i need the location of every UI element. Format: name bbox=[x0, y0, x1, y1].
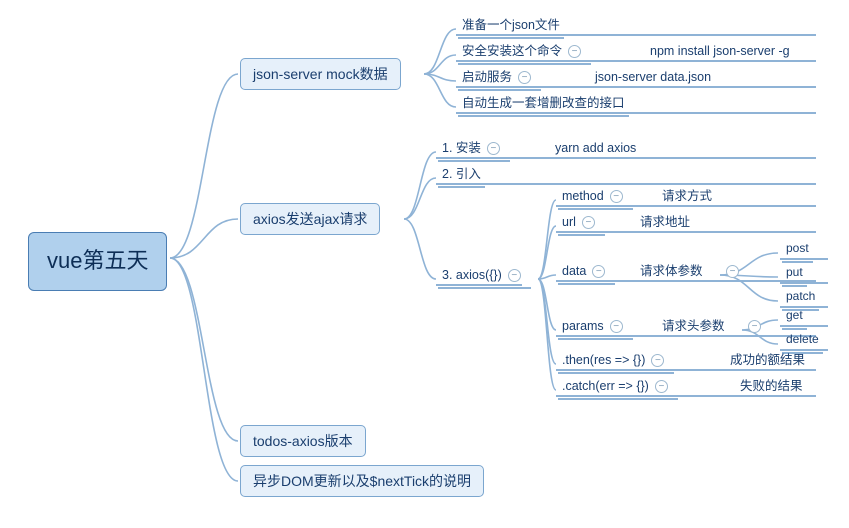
branch-todos: todos-axios版本 bbox=[240, 425, 366, 457]
axios-param: .then(res => {})−成功的额结果 bbox=[558, 350, 674, 374]
axios-param: .catch(err => {})−失败的结果 bbox=[558, 376, 678, 400]
axios-step-label: 1. 安装 bbox=[442, 141, 481, 155]
axios-param-desc: 请求头参数 bbox=[662, 318, 725, 334]
root-node: vue第五天 bbox=[28, 232, 167, 291]
json-sub: json-server data.json bbox=[595, 69, 711, 85]
axios-leaf: get bbox=[782, 306, 807, 330]
collapse-icon[interactable]: − bbox=[651, 354, 664, 367]
axios-param-key: method bbox=[562, 189, 604, 203]
axios-param: data−请求体参数− bbox=[558, 261, 615, 285]
json-item-label: 启动服务 bbox=[462, 70, 512, 84]
collapse-icon[interactable]: − bbox=[508, 269, 521, 282]
axios-param-key: .then(res => {}) bbox=[562, 353, 645, 367]
axios-param-key: url bbox=[562, 215, 576, 229]
axios-param-key: .catch(err => {}) bbox=[562, 379, 649, 393]
axios-param-desc: 失败的结果 bbox=[740, 378, 803, 394]
axios-step-sub: yarn add axios bbox=[555, 140, 636, 156]
json-item: 安全安装这个命令−npm install json-server -g bbox=[458, 41, 591, 65]
collapse-icon[interactable]: − bbox=[610, 320, 623, 333]
axios-param-desc: 请求方式 bbox=[662, 188, 712, 204]
collapse-icon[interactable]: − bbox=[518, 71, 531, 84]
axios-step: 1. 安装−yarn add axios bbox=[438, 138, 510, 162]
json-sub: npm install json-server -g bbox=[650, 43, 790, 59]
json-item-label: 安全安装这个命令 bbox=[462, 44, 562, 58]
collapse-icon[interactable]: − bbox=[748, 320, 761, 333]
collapse-icon[interactable]: − bbox=[487, 142, 500, 155]
json-item-label: 自动生成一套增删改查的接口 bbox=[462, 96, 625, 110]
collapse-icon[interactable]: − bbox=[582, 216, 595, 229]
axios-param-key: data bbox=[562, 264, 586, 278]
axios-param: method−请求方式 bbox=[558, 186, 633, 210]
collapse-icon[interactable]: − bbox=[610, 190, 623, 203]
collapse-icon[interactable]: − bbox=[726, 265, 739, 278]
axios-param: url−请求地址 bbox=[558, 212, 605, 236]
axios-param: params−请求头参数− bbox=[558, 316, 633, 340]
collapse-icon[interactable]: − bbox=[592, 265, 605, 278]
axios-param-key: params bbox=[562, 319, 604, 333]
branch-axios: axios发送ajax请求 bbox=[240, 203, 380, 235]
axios-step-label: 2. 引入 bbox=[442, 167, 481, 181]
axios-leaf: put bbox=[782, 263, 807, 287]
collapse-icon[interactable]: − bbox=[655, 380, 668, 393]
axios-leaf: post bbox=[782, 239, 813, 263]
axios-param-desc: 请求体参数 bbox=[640, 263, 703, 279]
collapse-icon[interactable]: − bbox=[568, 45, 581, 58]
axios-step: 2. 引入 bbox=[438, 164, 485, 188]
branch-json: json-server mock数据 bbox=[240, 58, 401, 90]
json-item: 自动生成一套增删改查的接口 bbox=[458, 93, 629, 117]
branch-async: 异步DOM更新以及$nextTick的说明 bbox=[240, 465, 484, 497]
json-item: 准备一个json文件 bbox=[458, 15, 564, 39]
json-item-label: 准备一个json文件 bbox=[462, 18, 560, 32]
axios-param-desc: 请求地址 bbox=[640, 214, 690, 230]
axios-param-desc: 成功的额结果 bbox=[730, 352, 805, 368]
axios-leaf: delete bbox=[782, 330, 823, 354]
json-item: 启动服务−json-server data.json bbox=[458, 67, 541, 91]
axios-call: 3. axios({})− bbox=[438, 265, 531, 289]
